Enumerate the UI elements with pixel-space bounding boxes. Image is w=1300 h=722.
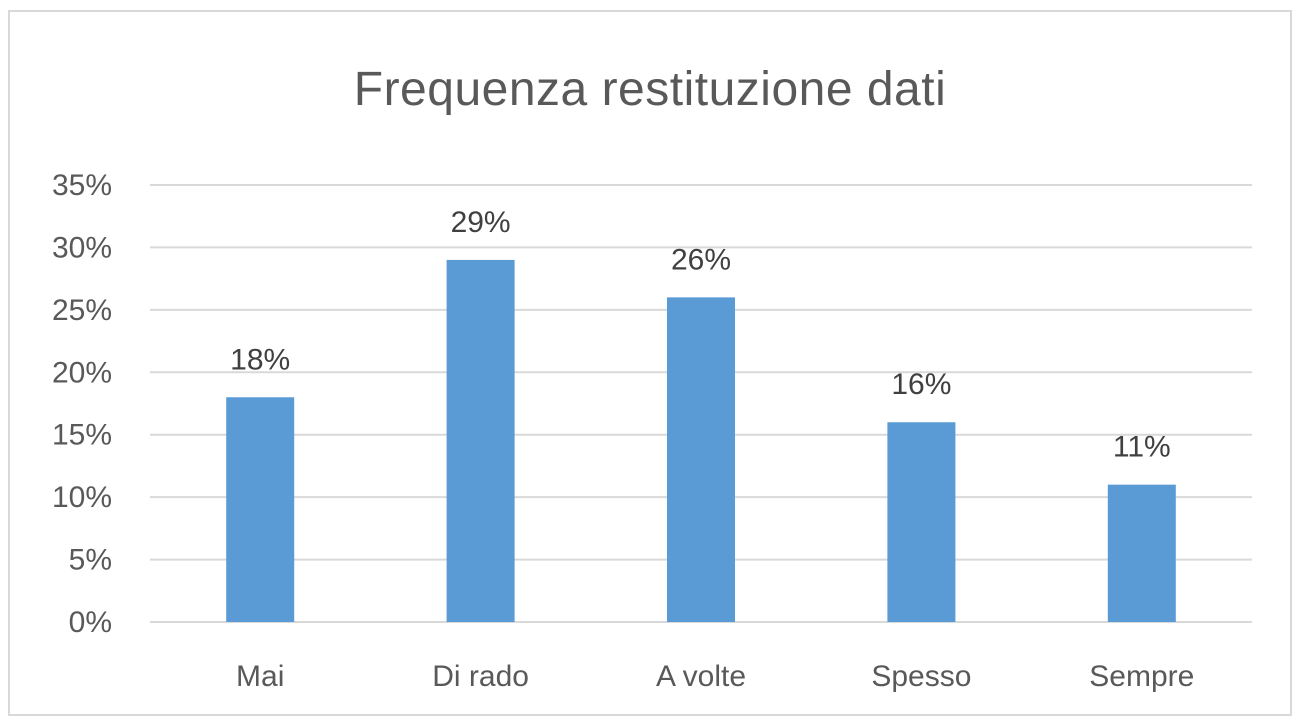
- x-tick-label: A volte: [656, 660, 746, 693]
- data-label: 16%: [891, 368, 951, 401]
- data-label: 29%: [451, 206, 511, 239]
- bar-spesso: [887, 422, 956, 622]
- x-tick-label: Sempre: [1089, 660, 1194, 693]
- x-tick-label: Mai: [236, 660, 284, 693]
- y-tick-label: 30%: [52, 231, 112, 264]
- data-label: 11%: [1113, 431, 1171, 464]
- bar-sempre: [1107, 484, 1176, 622]
- data-label: 18%: [230, 343, 290, 376]
- y-tick-label: 25%: [52, 294, 112, 327]
- x-tick-label: Di rado: [432, 660, 529, 693]
- y-axis-tick-labels: 0% 5% 10% 15% 20% 25% 30% 35%: [52, 169, 112, 639]
- y-tick-label: 35%: [52, 169, 112, 202]
- y-tick-label: 5%: [69, 544, 112, 577]
- data-labels: 18% 29% 26% 16% 11%: [230, 206, 1171, 464]
- x-axis-tick-labels: Mai Di rado A volte Spesso Sempre: [236, 660, 1194, 693]
- bar-a-volte: [667, 297, 735, 622]
- y-tick-label: 15%: [52, 419, 112, 452]
- chart-frame: [8, 10, 1292, 716]
- chart-title: Frequenza restituzione dati: [353, 63, 947, 116]
- bar-di-rado: [446, 259, 515, 622]
- data-label: 26%: [671, 243, 731, 276]
- bars: [226, 259, 1176, 622]
- y-tick-label: 20%: [52, 356, 112, 389]
- y-tick-label: 0%: [69, 606, 112, 639]
- x-tick-label: Spesso: [871, 660, 971, 693]
- y-tick-label: 10%: [52, 481, 112, 514]
- bar-mai: [226, 397, 295, 622]
